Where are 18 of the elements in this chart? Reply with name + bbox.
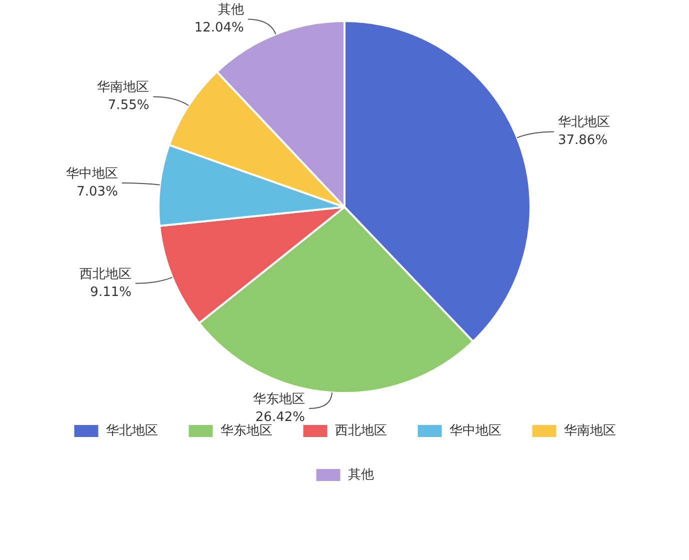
legend-label: 华中地区 — [449, 423, 502, 438]
legend-label: 华北地区 — [106, 423, 158, 438]
legend-label: 西北地区 — [334, 423, 387, 438]
legend-label: 其他 — [348, 467, 374, 482]
slice-label: 华中地区 — [66, 166, 118, 182]
data-label: 26.42% — [255, 410, 305, 425]
slice-label: 华北地区 — [558, 115, 610, 130]
data-label: 7.55% — [108, 98, 150, 114]
data-label: 9.11% — [90, 284, 132, 300]
data-label: 7.03% — [76, 184, 118, 200]
data-label: 12.04% — [194, 20, 244, 36]
slice-label: 西北地区 — [80, 266, 132, 282]
data-label: 37.86% — [558, 133, 608, 148]
slice-label: 华南地区 — [97, 80, 150, 96]
legend-label: 华南地区 — [564, 423, 616, 438]
slice-label: 华东地区 — [252, 392, 305, 407]
legend-label: 华东地区 — [220, 423, 272, 438]
slice-label: 其他 — [218, 2, 244, 18]
